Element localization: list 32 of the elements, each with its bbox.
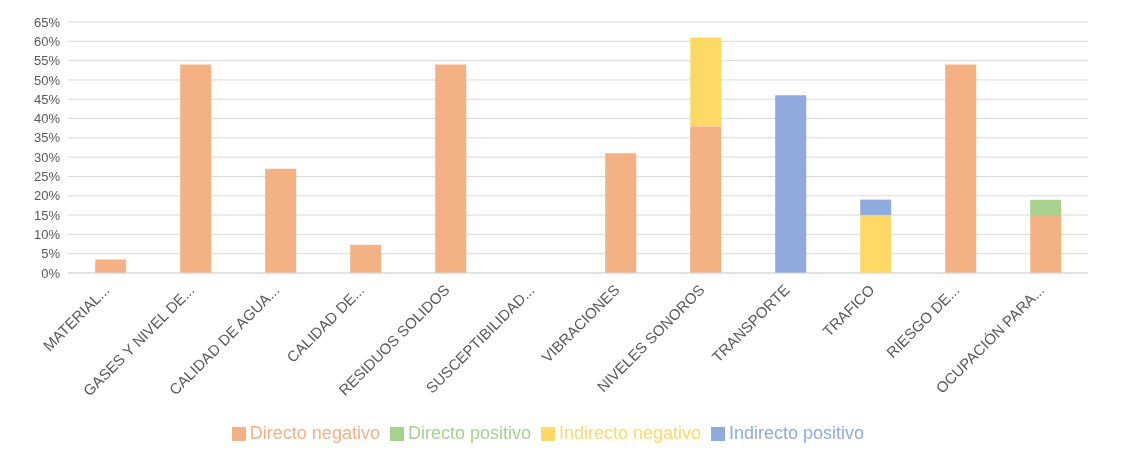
y-tick-label: 10% — [33, 227, 61, 242]
bar — [1030, 199, 1062, 216]
y-tick-label: 5% — [41, 246, 61, 262]
legend-label: Indirecto positivo — [729, 423, 865, 443]
y-tick-label: 15% — [33, 207, 61, 223]
bar — [690, 37, 722, 127]
bar — [605, 153, 637, 273]
legend-label: Directo negativo — [249, 423, 380, 443]
bar — [775, 95, 807, 273]
y-tick-label: 0% — [41, 265, 61, 281]
bar — [690, 126, 722, 273]
y-tick-label: 20% — [33, 188, 61, 204]
bar — [1030, 215, 1062, 273]
legend-label: Indirecto negativo — [558, 423, 702, 443]
y-tick-label: 30% — [33, 149, 61, 165]
bar — [945, 64, 977, 273]
bar — [265, 168, 297, 273]
bar — [860, 215, 892, 273]
bar — [435, 64, 467, 273]
bar — [95, 259, 127, 273]
y-tick-label: 55% — [33, 53, 61, 69]
bar — [350, 244, 382, 273]
y-tick-label: 35% — [33, 130, 61, 146]
y-tick-label: 25% — [33, 169, 61, 185]
legend-label: Directo positivo — [407, 423, 531, 443]
y-tick-label: 45% — [33, 91, 61, 107]
y-tick-label: 65% — [33, 14, 61, 30]
bar — [180, 64, 212, 273]
y-tick-label: 60% — [33, 33, 61, 49]
bar — [860, 199, 892, 216]
y-tick-label: 50% — [33, 72, 61, 88]
y-tick-label: 40% — [33, 111, 61, 127]
